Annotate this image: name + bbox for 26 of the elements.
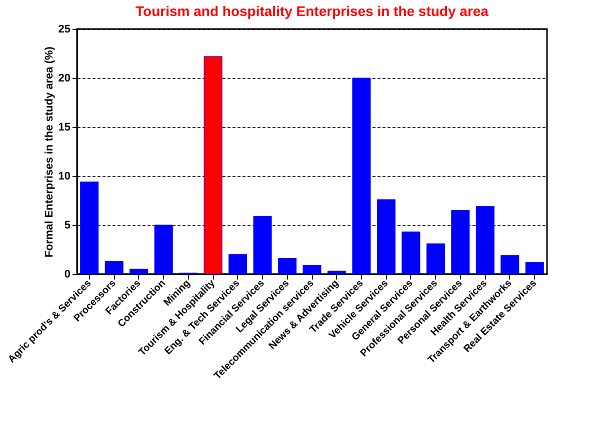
bar bbox=[376, 199, 396, 274]
bar bbox=[104, 261, 124, 274]
bar bbox=[228, 254, 248, 274]
bar bbox=[402, 232, 420, 274]
bar bbox=[253, 216, 272, 274]
bar bbox=[525, 262, 544, 274]
bar bbox=[130, 268, 148, 274]
chart-title: Tourism and hospitality Enterprises in the study area bbox=[136, 3, 489, 19]
bar bbox=[476, 206, 494, 274]
bar bbox=[352, 78, 371, 274]
bar bbox=[327, 270, 346, 274]
bar bbox=[302, 264, 322, 274]
bar bbox=[154, 224, 173, 274]
y-tick-label: 5 bbox=[64, 220, 70, 232]
bar bbox=[426, 243, 445, 274]
bar bbox=[204, 56, 222, 274]
bar bbox=[278, 258, 297, 274]
y-tick-label: 0 bbox=[64, 268, 70, 280]
y-tick-label: 25 bbox=[58, 24, 70, 36]
bar bbox=[80, 182, 99, 274]
bar bbox=[451, 210, 470, 274]
bar bbox=[500, 255, 520, 274]
y-tick-label: 15 bbox=[58, 122, 70, 134]
y-axis-title: Formal Enterprises in the study area (%) bbox=[43, 46, 56, 258]
y-tick-label: 20 bbox=[58, 72, 70, 84]
y-tick-label: 10 bbox=[58, 170, 70, 182]
